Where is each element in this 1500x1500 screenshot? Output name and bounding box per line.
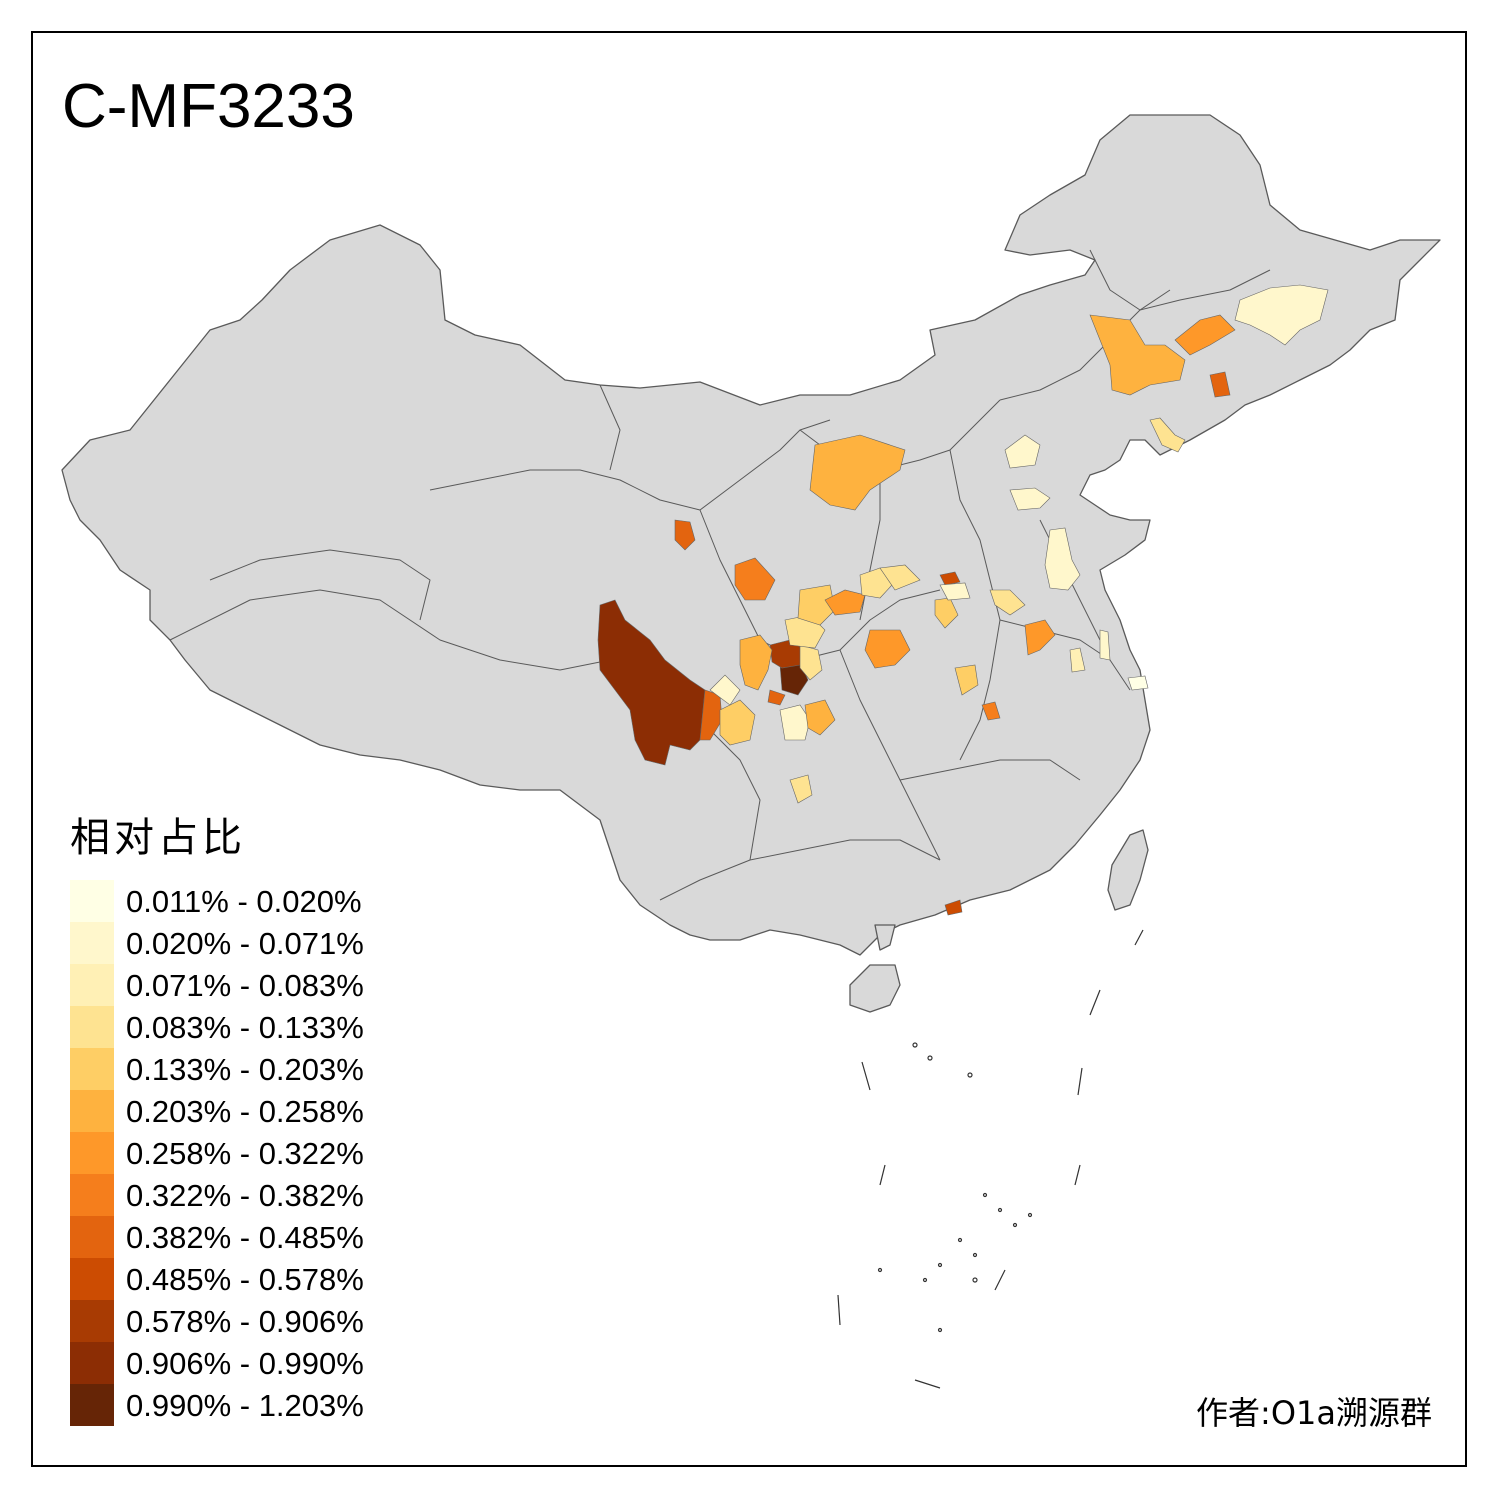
- region-leshan: [709, 674, 741, 706]
- legend-item: 0.990% - 1.203%: [70, 1384, 364, 1426]
- region-chongqing-b: [804, 699, 836, 736]
- region-tonghua: [1209, 371, 1231, 398]
- region-xian: [859, 567, 893, 599]
- legend-swatch: [70, 1342, 114, 1384]
- region-shenzhen: [944, 899, 963, 916]
- legend-label: 0.578% - 0.906%: [126, 1303, 364, 1339]
- region-tianshui: [734, 557, 776, 601]
- legend-item: 0.071% - 0.083%: [70, 964, 364, 1006]
- choropleth-regions: [597, 284, 1329, 916]
- region-ankang: [824, 589, 866, 616]
- legend-swatch: [70, 1300, 114, 1342]
- author-credit: 作者:O1a溯源群: [1196, 1394, 1432, 1432]
- legend-swatch: [70, 922, 114, 964]
- region-xuzhou: [1069, 647, 1086, 673]
- legend-title: 相对占比: [70, 815, 246, 861]
- legend-label: 0.485% - 0.578%: [126, 1261, 364, 1297]
- region-harbin: [1234, 284, 1329, 346]
- legend-swatch: [70, 1048, 114, 1090]
- legend-item: 0.382% - 0.485%: [70, 1216, 364, 1258]
- region-nanchong: [799, 644, 823, 681]
- region-zhangjiakou: [1004, 434, 1041, 469]
- legend-item: 0.906% - 0.990%: [70, 1342, 364, 1384]
- region-weinan: [879, 564, 921, 591]
- legend-item: 0.083% - 0.133%: [70, 1006, 364, 1048]
- region-xiangyang: [864, 629, 911, 669]
- region-aba: [739, 634, 773, 691]
- legend-label: 0.133% - 0.203%: [126, 1051, 364, 1087]
- region-nanjing: [1127, 675, 1149, 691]
- region-wuwei: [674, 519, 696, 551]
- legend-item: 0.322% - 0.382%: [70, 1174, 364, 1216]
- legend-swatch: [70, 964, 114, 1006]
- legend-label: 0.906% - 0.990%: [126, 1345, 364, 1381]
- region-chongqing-a: [779, 704, 811, 741]
- legend-label: 0.258% - 0.322%: [126, 1135, 364, 1171]
- region-liangshan: [719, 699, 756, 746]
- south-sea-islands: [837, 929, 1144, 1389]
- legend-swatch: [70, 1006, 114, 1048]
- region-tongliao: [1089, 314, 1186, 396]
- legend-swatch: [70, 1216, 114, 1258]
- map-frame: [31, 31, 1467, 1467]
- region-meishan: [767, 689, 786, 706]
- region-zhoukou: [989, 589, 1026, 616]
- region-luoyang: [939, 571, 961, 586]
- region-wuhan: [954, 664, 979, 696]
- legend-item: 0.258% - 0.322%: [70, 1132, 364, 1174]
- region-luzhou: [789, 774, 813, 804]
- legend-items: 0.011% - 0.020% 0.020% - 0.071% 0.071% - 0…: [70, 880, 364, 1426]
- legend-swatch: [70, 1132, 114, 1174]
- legend-swatch: [70, 1384, 114, 1426]
- legend-label: 0.020% - 0.071%: [126, 925, 364, 961]
- region-linyi: [1099, 629, 1111, 661]
- internal-borders: [169, 249, 1271, 901]
- legend-swatch: [70, 1174, 114, 1216]
- legend-item: 0.203% - 0.258%: [70, 1090, 364, 1132]
- region-baotou: [809, 434, 906, 511]
- hainan-island: [849, 964, 901, 1013]
- region-songyuan: [1174, 314, 1236, 356]
- region-zhengzhou: [939, 582, 971, 601]
- legend-label: 0.322% - 0.382%: [126, 1177, 364, 1213]
- legend-swatch: [70, 1258, 114, 1300]
- region-ganzi: [597, 599, 706, 766]
- region-hanzhong: [797, 584, 836, 626]
- taiwan-island: [1107, 829, 1149, 911]
- legend-label: 0.011% - 0.020%: [126, 883, 362, 919]
- map-legend: 相对占比 0.011% - 0.020% 0.020% - 0.071% 0.071…: [70, 818, 364, 1426]
- map-title: C-MF3233: [62, 72, 355, 141]
- leizhou-peninsula: [874, 924, 896, 951]
- legend-label: 0.382% - 0.485%: [126, 1219, 364, 1255]
- legend-label: 0.071% - 0.083%: [126, 967, 364, 1003]
- region-shijiazhuang: [1009, 487, 1051, 511]
- legend-label: 0.083% - 0.133%: [126, 1009, 364, 1045]
- region-jinan: [1044, 527, 1081, 591]
- legend-label: 0.203% - 0.258%: [126, 1093, 364, 1129]
- legend-swatch: [70, 1090, 114, 1132]
- region-shenyang: [1149, 417, 1186, 453]
- legend-item: 0.578% - 0.906%: [70, 1300, 364, 1342]
- legend-item: 0.020% - 0.071%: [70, 922, 364, 964]
- legend-label: 0.990% - 1.203%: [126, 1387, 364, 1423]
- legend-item: 0.485% - 0.578%: [70, 1258, 364, 1300]
- legend-swatch: [70, 880, 114, 922]
- legend-item: 0.133% - 0.203%: [70, 1048, 364, 1090]
- region-xianning: [981, 701, 1001, 721]
- legend-item: 0.011% - 0.020%: [70, 880, 364, 922]
- region-xinyang: [1024, 619, 1056, 656]
